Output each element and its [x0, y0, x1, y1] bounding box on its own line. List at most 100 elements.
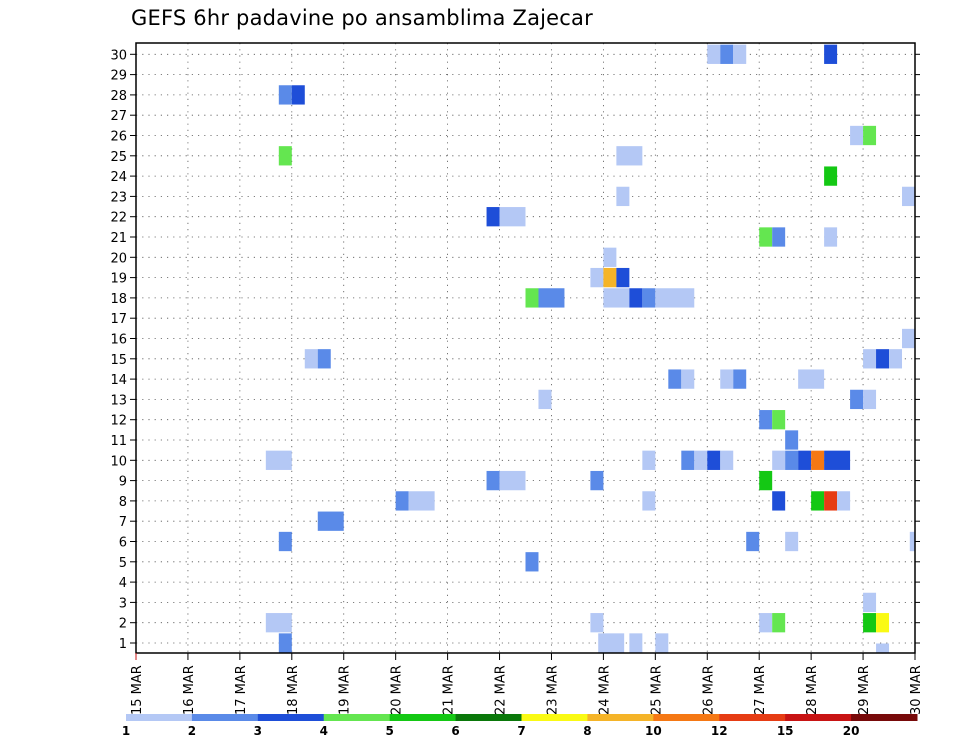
- x-tick-label: 18 MAR: [286, 665, 301, 715]
- precip-cell: [681, 450, 695, 470]
- y-tick-label: 6: [119, 536, 127, 551]
- legend-swatch: [389, 714, 457, 721]
- legend-swatch: [323, 714, 391, 721]
- y-tick-label: 30: [110, 48, 127, 63]
- precip-cell: [811, 491, 825, 511]
- precip-cell: [720, 369, 734, 389]
- legend-swatch: [455, 714, 522, 721]
- y-tick-label: 14: [110, 373, 127, 388]
- legend-label: 8: [583, 724, 591, 738]
- legend-label: 10: [645, 724, 662, 738]
- precip-cell: [707, 44, 721, 64]
- precip-cell: [603, 247, 617, 267]
- precip-cell: [863, 389, 877, 410]
- precip-cell: [278, 531, 292, 552]
- y-tick-label: 29: [110, 69, 127, 84]
- y-tick-label: 9: [119, 475, 127, 490]
- precip-cell: [616, 267, 630, 288]
- precip-cell: [863, 349, 877, 369]
- legend-label: 6: [451, 724, 459, 738]
- precip-cell: [720, 44, 734, 64]
- precip-cell: [824, 44, 838, 64]
- legend-label: 12: [711, 724, 728, 738]
- y-tick-label: 24: [110, 170, 127, 185]
- precip-cell: [395, 491, 409, 511]
- precip-cell: [876, 613, 890, 633]
- x-tick-label: 17 MAR: [234, 665, 249, 715]
- legend-swatch: [191, 714, 259, 721]
- precip-cell: [265, 613, 292, 633]
- precip-cell: [772, 227, 786, 247]
- precip-cell: [798, 369, 825, 389]
- precip-cell: [317, 349, 331, 369]
- x-tick-label: 27 MAR: [753, 665, 768, 715]
- precip-cell: [785, 531, 799, 552]
- precipitation-cells: [265, 44, 915, 653]
- y-tick-label: 3: [119, 596, 127, 611]
- precip-cell: [681, 369, 695, 389]
- precip-cell: [408, 491, 435, 511]
- legend-label: 1: [122, 724, 130, 738]
- legend-label: 7: [517, 724, 525, 738]
- precip-cell: [499, 207, 526, 227]
- x-tick-label: 20 MAR: [390, 665, 405, 715]
- precip-cell: [616, 146, 643, 166]
- y-tick-label: 11: [110, 434, 127, 449]
- precip-cell: [902, 328, 915, 349]
- precip-cell: [733, 44, 747, 64]
- precip-cell: [876, 643, 890, 653]
- x-tick-label: 19 MAR: [338, 665, 353, 715]
- legend-swatch: [653, 714, 720, 721]
- legend-label: 15: [777, 724, 794, 738]
- x-axis: 15 MAR 16 MAR 17 MAR 18 MAR 19 MAR 20 MAR 21 M…: [130, 653, 924, 715]
- precip-cell: [850, 389, 864, 410]
- precip-cell: [772, 491, 786, 511]
- precip-cell: [759, 227, 773, 247]
- x-tick-label: 21 MAR: [442, 665, 457, 715]
- precip-cell: [655, 633, 669, 653]
- y-tick-label: 15: [110, 353, 127, 368]
- legend-swatch: [521, 714, 588, 721]
- x-tick-label: 24 MAR: [597, 665, 612, 715]
- precip-cell: [265, 450, 292, 470]
- y-tick-label: 26: [110, 130, 127, 145]
- precip-cell: [811, 450, 825, 470]
- precip-cell: [525, 288, 539, 308]
- precip-cell: [655, 288, 695, 308]
- x-tick-label: 28 MAR: [805, 665, 820, 715]
- precip-cell: [863, 613, 877, 633]
- precip-cell: [499, 470, 526, 491]
- precip-cell: [772, 613, 786, 633]
- precip-cell: [785, 450, 799, 470]
- y-tick-label: 16: [110, 333, 127, 348]
- legend-swatch: [719, 714, 786, 721]
- precip-cell: [707, 450, 721, 470]
- y-tick-label: 17: [110, 312, 127, 327]
- precip-cell: [598, 633, 625, 653]
- legend-label: 5: [385, 724, 393, 738]
- y-tick-label: 27: [110, 109, 127, 124]
- precip-cell: [720, 450, 734, 470]
- precip-cell: [759, 410, 773, 430]
- y-tick-label: 10: [110, 454, 127, 469]
- precip-cell: [798, 450, 812, 470]
- y-tick-label: 4: [119, 576, 127, 591]
- x-tick-label: 29 MAR: [857, 665, 872, 715]
- legend-swatch: [257, 714, 325, 721]
- legend-label: 2: [188, 724, 196, 738]
- y-tick-label: 8: [119, 495, 127, 510]
- y-tick-label: 7: [119, 515, 127, 530]
- precip-cell: [616, 186, 630, 207]
- legend-swatch: [587, 714, 654, 721]
- precip-cell: [824, 450, 851, 470]
- y-tick-label: 1: [119, 637, 127, 652]
- precip-cell: [486, 470, 500, 491]
- y-tick-label: 28: [110, 89, 127, 104]
- precip-cell: [759, 470, 773, 491]
- y-tick-label: 25: [110, 150, 127, 165]
- precip-cell: [759, 613, 773, 633]
- legend-label: 3: [254, 724, 262, 738]
- precip-cell: [837, 491, 851, 511]
- precip-cell: [629, 288, 643, 308]
